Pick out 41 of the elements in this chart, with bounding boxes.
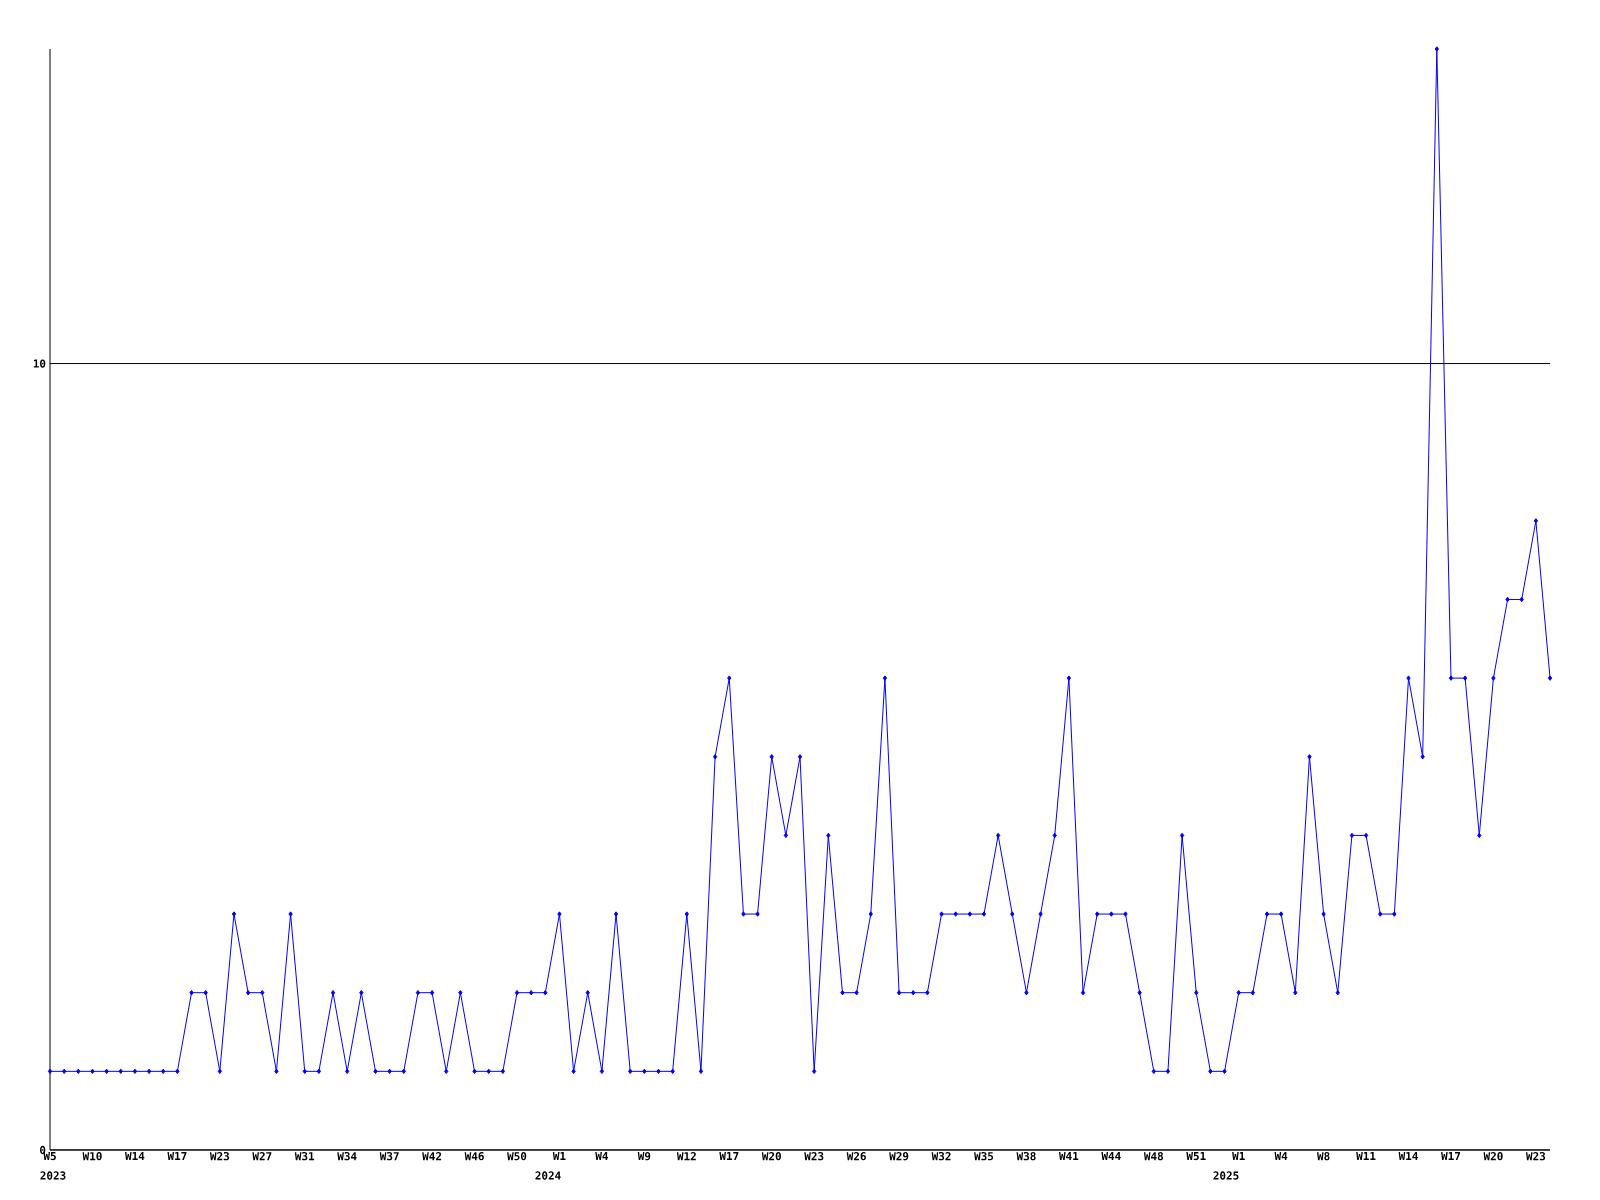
x-tick-label: W37 [379, 1152, 399, 1161]
x-tick-label: W20 [1483, 1152, 1503, 1161]
x-tick-label: W31 [294, 1152, 315, 1161]
x-tick-label: W20 [761, 1152, 781, 1161]
y-tick-label: 10 [33, 359, 46, 368]
x-tick-label: W11 [1356, 1152, 1376, 1161]
y-tick-label: 0 [40, 1145, 46, 1155]
x-tick-label: W27 [252, 1152, 272, 1161]
x-tick-label: W23 [1525, 1152, 1546, 1161]
x-tick-label: W48 [1143, 1152, 1164, 1161]
x-tick-label: W17 [1441, 1152, 1461, 1161]
x-tick-label: W8 [1317, 1152, 1330, 1161]
x-tick-label: W9 [637, 1152, 651, 1161]
x-tick-label: W10 [82, 1152, 102, 1161]
text: 2025 [1213, 1171, 1239, 1180]
x-tick-label: W1 [1232, 1152, 1245, 1161]
x-tick-label: W17 [167, 1152, 187, 1161]
x-tick-label: W41 [1059, 1152, 1079, 1161]
x-tick-label: W42 [422, 1152, 442, 1161]
x-tick-label: W14 [125, 1152, 145, 1161]
x-tick-label: W46 [464, 1152, 484, 1161]
x-tick-label: W50 [507, 1152, 527, 1161]
x-tick-label: W44 [1101, 1152, 1121, 1161]
x-tick-label: W23 [804, 1152, 824, 1161]
x-tick-label: W4 [595, 1152, 609, 1161]
x-tick-label: W26 [846, 1152, 866, 1161]
x-tick-label: W29 [889, 1152, 909, 1161]
x-tick-label: W34 [337, 1152, 357, 1161]
x-tick-label: W14 [1398, 1152, 1418, 1161]
x-tick-label: W23 [209, 1152, 230, 1161]
text: 2023 [40, 1171, 66, 1180]
x-tick-label: W5 [43, 1152, 56, 1161]
x-tick-label: W51 [1186, 1152, 1206, 1161]
x-tick-label: W12 [676, 1152, 696, 1161]
x-tick-label: W35 [974, 1152, 994, 1161]
x-tick-label: W4 [1274, 1152, 1288, 1161]
x-tick-label: W1 [552, 1152, 566, 1161]
x-tick-label: W17 [719, 1152, 739, 1161]
text: 2024 [535, 1171, 561, 1180]
x-tick-label: W38 [1016, 1152, 1036, 1161]
x-tick-label: W32 [931, 1152, 951, 1161]
